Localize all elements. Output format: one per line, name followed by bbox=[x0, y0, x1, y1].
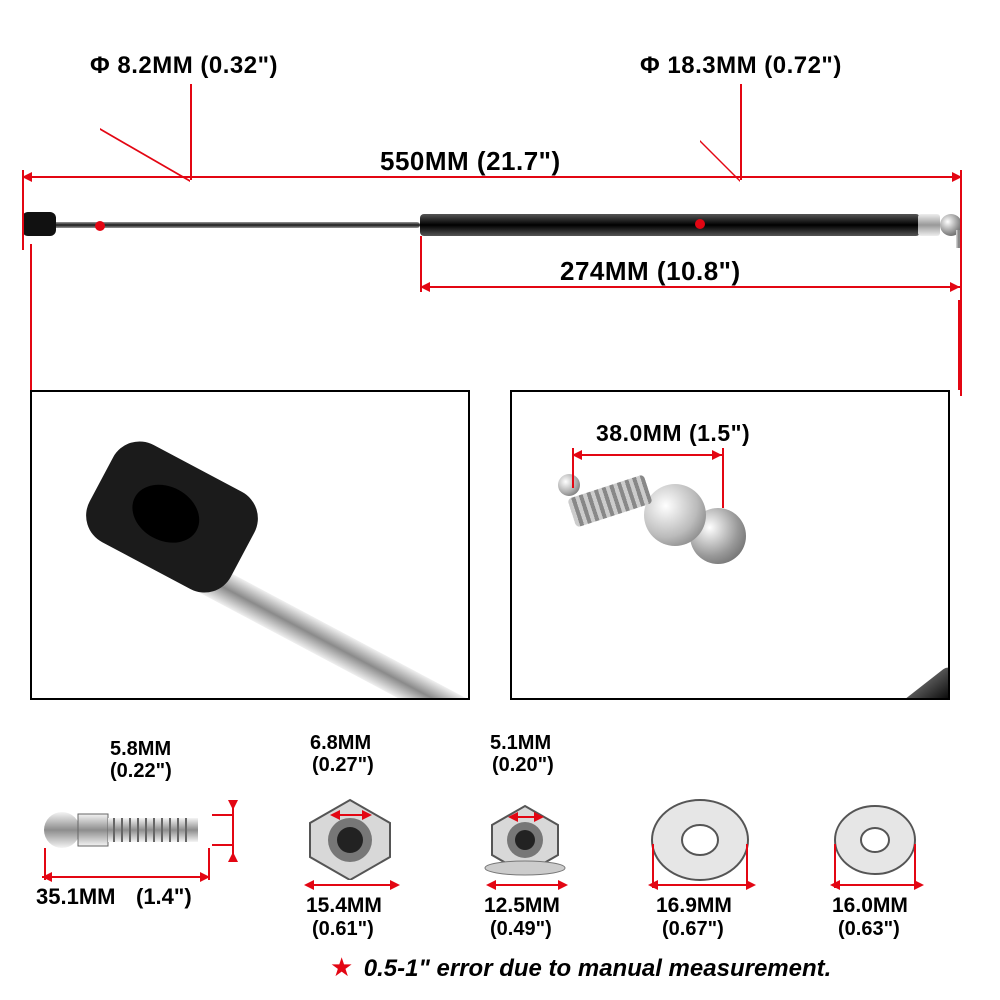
nutbig-id-in: (0.27") bbox=[312, 754, 374, 777]
cylinder-length-label: 274MM (10.8") bbox=[560, 256, 741, 287]
dim-extent bbox=[652, 844, 654, 888]
dim-line bbox=[336, 814, 364, 816]
dim-extent bbox=[208, 848, 210, 880]
ball-stud-icon bbox=[40, 790, 220, 870]
dim-extent bbox=[722, 448, 724, 508]
dim-extent bbox=[960, 236, 962, 396]
dim-line bbox=[232, 802, 234, 856]
callout-line bbox=[100, 128, 190, 182]
dim-extent bbox=[914, 844, 916, 888]
ball-length-label: 38.0MM (1.5") bbox=[596, 420, 750, 447]
footnote-row: ★ 0.5-1" error due to manual measurement… bbox=[330, 952, 831, 983]
dim-line bbox=[490, 884, 560, 886]
dim-extent bbox=[746, 844, 748, 888]
detail-cylinder bbox=[745, 664, 948, 698]
nutsm-id-mm: 5.1MM bbox=[490, 732, 551, 755]
nutbig-od-mm: 15.4MM bbox=[306, 894, 382, 918]
cylinder-diameter-label: Φ 18.3MM (0.72") bbox=[640, 52, 842, 80]
hex-nut-icon bbox=[470, 790, 580, 880]
hardware-nut-big bbox=[290, 790, 430, 880]
arrow-right-icon bbox=[558, 880, 568, 890]
hardware-ball-stud bbox=[40, 790, 230, 870]
arrow-right-icon bbox=[712, 450, 722, 460]
nutsm-id-in: (0.20") bbox=[492, 754, 554, 777]
callout-line bbox=[740, 84, 742, 180]
arrow-up-icon bbox=[228, 852, 238, 862]
strut-end-cap bbox=[918, 214, 940, 236]
stud-head-mm: 5.8MM bbox=[110, 738, 171, 761]
stud-len-in: (1.4") bbox=[136, 884, 192, 909]
overall-length-label: 550MM (21.7") bbox=[380, 146, 561, 177]
washerbig-od-in: (0.67") bbox=[662, 918, 724, 941]
detail-bolt-tip bbox=[558, 474, 580, 496]
washerbig-od-mm: 16.9MM bbox=[656, 894, 732, 918]
dim-extent bbox=[212, 844, 234, 846]
nutbig-id-mm: 6.8MM bbox=[310, 732, 371, 755]
dim-extent bbox=[212, 814, 234, 816]
washer-icon bbox=[640, 790, 760, 890]
stud-head-in: (0.22") bbox=[110, 760, 172, 783]
arrow-left-icon bbox=[486, 880, 496, 890]
dim-line-ball bbox=[572, 454, 722, 456]
callout-line bbox=[190, 84, 192, 180]
hardware-washer-big bbox=[640, 790, 780, 890]
nutsm-od-in: (0.49") bbox=[490, 918, 552, 941]
arrow-right-icon bbox=[950, 282, 960, 292]
detail-panel-socket bbox=[30, 390, 470, 700]
dim-extent bbox=[420, 236, 422, 292]
zoom-leader bbox=[958, 300, 960, 390]
hardware-washer-small bbox=[820, 790, 960, 890]
callout-dot-icon bbox=[695, 219, 705, 229]
washersm-od-mm: 16.0MM bbox=[832, 894, 908, 918]
nutbig-od-in: (0.61") bbox=[312, 918, 374, 941]
arrow-right-icon bbox=[362, 810, 372, 820]
strut-cylinder bbox=[420, 214, 920, 236]
dim-extent bbox=[834, 844, 836, 888]
hex-nut-icon bbox=[290, 790, 410, 880]
detail-joint-ball bbox=[644, 484, 706, 546]
dim-line bbox=[652, 884, 748, 886]
detail-bolt-thread bbox=[567, 474, 652, 527]
hardware-nut-small bbox=[470, 790, 600, 880]
rod-diameter-label: Φ 8.2MM (0.32") bbox=[90, 52, 278, 80]
arrow-left-icon bbox=[304, 880, 314, 890]
arrow-right-icon bbox=[534, 812, 544, 822]
dim-extent bbox=[572, 448, 574, 488]
stud-len-mm: 35.1MM bbox=[36, 884, 115, 909]
strut-socket bbox=[22, 212, 56, 236]
arrow-down-icon bbox=[228, 800, 238, 810]
dim-line bbox=[308, 884, 392, 886]
arrow-left-icon bbox=[330, 810, 340, 820]
detail-panel-ball: 38.0MM (1.5") bbox=[510, 390, 950, 700]
zoom-leader bbox=[30, 244, 32, 390]
dim-line bbox=[834, 884, 916, 886]
nutsm-od-mm: 12.5MM bbox=[484, 894, 560, 918]
arrow-right-icon bbox=[390, 880, 400, 890]
footnote-text: 0.5-1" error due to manual measurement. bbox=[364, 955, 832, 982]
star-icon: ★ bbox=[330, 952, 353, 982]
dim-extent bbox=[22, 170, 24, 250]
dim-line bbox=[42, 876, 210, 878]
dim-extent bbox=[44, 848, 46, 880]
callout-dot-icon bbox=[95, 221, 105, 231]
washersm-od-in: (0.63") bbox=[838, 918, 900, 941]
arrow-left-icon bbox=[508, 812, 518, 822]
